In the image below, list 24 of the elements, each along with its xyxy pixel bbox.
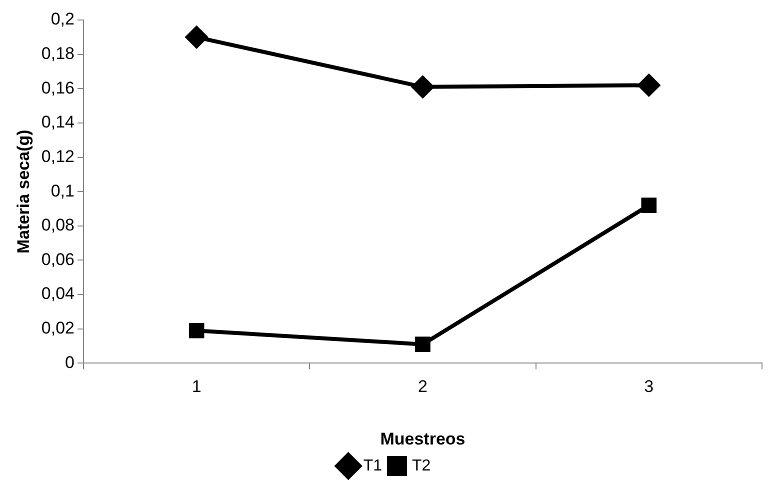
y-tick-label: 0,16 — [41, 78, 74, 98]
y-tick-label: 0,12 — [41, 146, 74, 166]
point — [188, 322, 204, 338]
point — [638, 74, 660, 96]
y-tick-label: 0,1 — [50, 181, 74, 200]
point — [412, 76, 434, 98]
point — [186, 26, 208, 48]
point — [415, 336, 430, 352]
y-tick-label: 0,2 — [50, 10, 74, 29]
y-tick-label: 0,06 — [41, 250, 74, 269]
x-tick-label: 3 — [644, 377, 654, 396]
x-axis-title: Muestreos — [380, 429, 466, 448]
y-tick-label: 0 — [65, 352, 74, 372]
x-tick-label: 2 — [418, 377, 428, 396]
legend-label: T2 — [412, 457, 431, 474]
y-tick-label: 0,02 — [41, 318, 74, 338]
y-axis-title: Materia seca(g) — [14, 130, 33, 254]
y-tick-label: 0,14 — [41, 112, 74, 132]
legend-label: T1 — [363, 457, 382, 474]
point — [641, 198, 657, 213]
y-tick-label: 0,04 — [41, 284, 74, 304]
y-tick-label: 0,18 — [41, 44, 74, 64]
y-tick-label: 0,08 — [41, 216, 74, 235]
x-tick-label: 1 — [192, 377, 202, 396]
